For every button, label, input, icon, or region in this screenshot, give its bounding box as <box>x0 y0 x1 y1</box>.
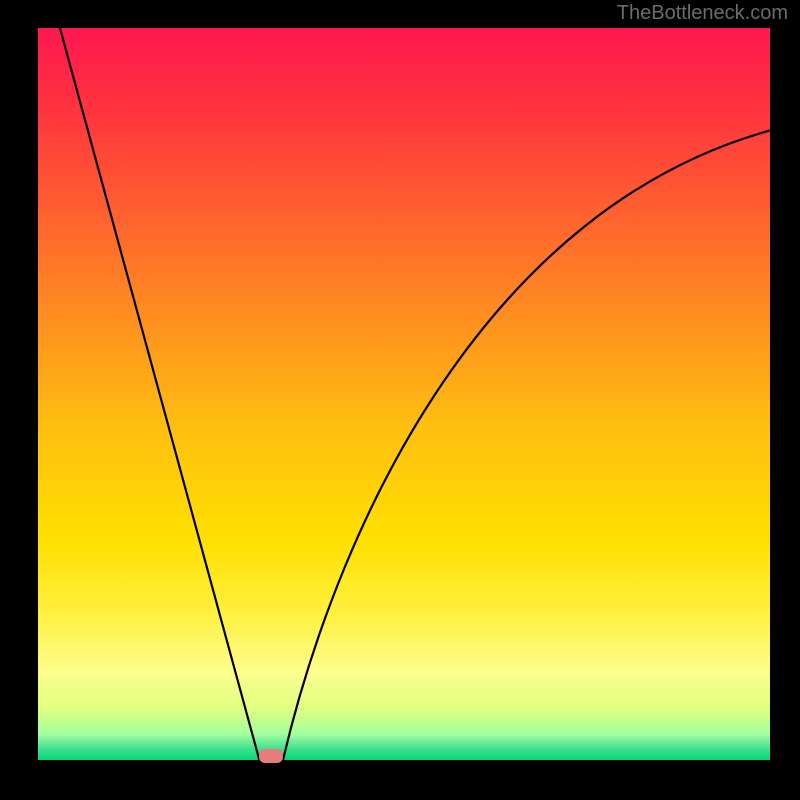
plot-area <box>38 28 770 760</box>
bottleneck-curve <box>60 28 770 759</box>
bottleneck-marker <box>259 749 283 763</box>
watermark-text: TheBottleneck.com <box>617 2 788 25</box>
curve-layer <box>38 28 770 760</box>
chart-container: TheBottleneck.com <box>0 0 800 800</box>
